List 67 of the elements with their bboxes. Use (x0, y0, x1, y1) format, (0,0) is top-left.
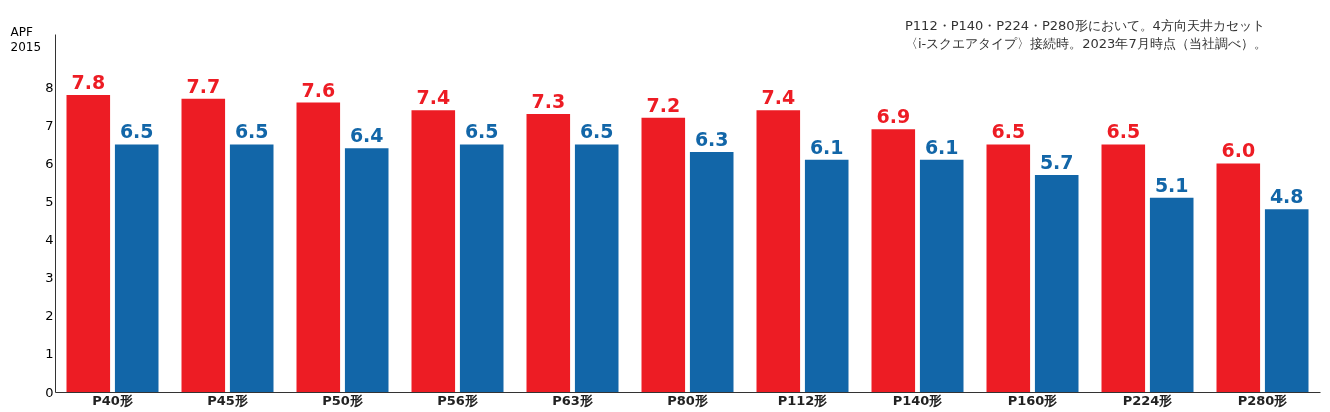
data-label: 5.1 (1154, 173, 1189, 196)
bar (1034, 174, 1079, 392)
x-tick-label: P224形 (1122, 392, 1173, 408)
y-tick-label: 7 (45, 117, 54, 133)
bar (1216, 163, 1261, 392)
x-tick-label: P80形 (667, 392, 708, 408)
data-label: 6.4 (349, 124, 384, 147)
bar (526, 113, 571, 392)
data-label: 7.4 (416, 86, 451, 109)
bar (114, 144, 159, 392)
x-tick-label: P40形 (92, 392, 133, 408)
bar (1264, 209, 1309, 392)
bar (344, 148, 389, 392)
bar (689, 152, 734, 392)
data-label: 6.1 (809, 135, 844, 158)
data-label: 6.5 (579, 120, 614, 143)
bar (1101, 144, 1146, 392)
data-label: 7.3 (531, 89, 566, 112)
x-tick-label: P140形 (892, 392, 943, 408)
bar (641, 117, 686, 392)
y-tick-label: 6 (45, 155, 54, 171)
bar (756, 110, 801, 392)
x-tick-label: P56形 (437, 392, 478, 408)
x-tick-label: P50形 (322, 392, 363, 408)
bar (181, 98, 226, 392)
bar (1149, 197, 1194, 392)
bar (411, 110, 456, 392)
data-label: 7.4 (761, 86, 796, 109)
y-tick-label: 1 (45, 346, 54, 362)
bar (574, 144, 619, 392)
data-label: 6.1 (924, 135, 959, 158)
data-label: 7.7 (186, 74, 221, 97)
bar (986, 144, 1031, 392)
data-label: 6.0 (1221, 139, 1256, 162)
data-label: 6.5 (1106, 120, 1141, 143)
data-label: 6.9 (876, 105, 911, 128)
data-label: 6.3 (694, 128, 729, 151)
data-label: 5.7 (1039, 150, 1074, 173)
y-tick-label: 0 (45, 384, 54, 400)
data-label: 6.5 (464, 120, 499, 143)
y-tick-label: 5 (45, 194, 54, 210)
bar (296, 102, 341, 392)
annotation: 〈i-スクエアタイプ〉接続時。2023年7月時点（当社調べ）。 (905, 36, 1267, 51)
bar (459, 144, 504, 392)
bar (871, 129, 916, 392)
data-label: 6.5 (234, 120, 269, 143)
bar (66, 94, 111, 392)
bar (919, 159, 964, 392)
y-tick-label: 8 (45, 79, 54, 95)
bar (804, 159, 849, 392)
x-tick-label: P112形 (777, 392, 828, 408)
data-label: 7.6 (301, 78, 336, 101)
data-label: 7.8 (71, 70, 106, 93)
y-tick-label: 4 (45, 232, 54, 248)
x-tick-label: P63形 (552, 392, 593, 408)
y-axis-title: APF 2015 (10, 24, 42, 54)
x-tick-label: P280形 (1237, 392, 1288, 408)
x-tick-label: P45形 (207, 392, 248, 408)
x-tick-label: P160形 (1007, 392, 1058, 408)
text: P112・P140・P224・P280形において。4方向天井カセット (905, 18, 1265, 33)
data-label: 6.5 (991, 120, 1026, 143)
y-tick-label: 3 (45, 270, 54, 286)
data-label: 4.8 (1269, 185, 1304, 208)
y-tick-label: 2 (45, 308, 54, 324)
data-label: 7.2 (646, 93, 681, 116)
data-label: 6.5 (119, 120, 154, 143)
bar (229, 144, 274, 392)
